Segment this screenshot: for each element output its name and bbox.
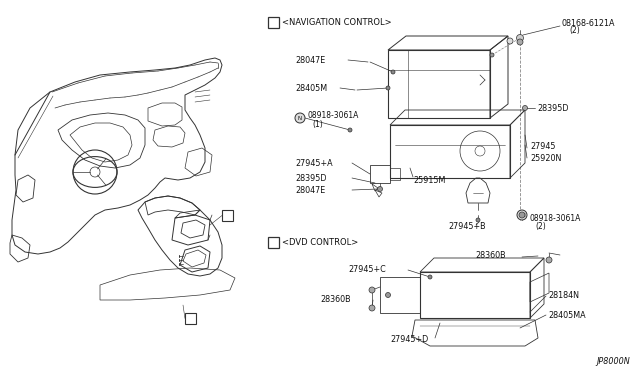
Text: D: D: [224, 211, 231, 220]
Text: N: N: [521, 212, 525, 218]
Circle shape: [517, 39, 523, 45]
Text: E: E: [188, 314, 193, 323]
Circle shape: [385, 292, 390, 298]
Text: 28184N: 28184N: [548, 292, 579, 301]
Circle shape: [490, 53, 494, 57]
Circle shape: [369, 305, 375, 311]
Text: 27945+B: 27945+B: [448, 221, 486, 231]
Text: (2): (2): [535, 221, 546, 231]
Bar: [268, 17, 279, 28]
Circle shape: [546, 257, 552, 263]
Text: 28395D: 28395D: [537, 103, 568, 112]
Text: 25915M: 25915M: [413, 176, 445, 185]
Circle shape: [516, 35, 524, 42]
Circle shape: [507, 38, 513, 44]
Circle shape: [391, 70, 395, 74]
Bar: [222, 210, 233, 221]
Circle shape: [428, 275, 432, 279]
Text: 08918-3061A: 08918-3061A: [530, 214, 581, 222]
Text: 27945+C: 27945+C: [348, 266, 386, 275]
Text: 28047E: 28047E: [295, 55, 325, 64]
Text: (2): (2): [569, 26, 580, 35]
Circle shape: [295, 113, 305, 123]
Text: E: E: [271, 238, 276, 247]
Text: 27945+A: 27945+A: [295, 158, 333, 167]
Bar: [268, 237, 279, 248]
Circle shape: [369, 287, 375, 293]
Circle shape: [522, 106, 527, 110]
Circle shape: [386, 86, 390, 90]
Text: 08168-6121A: 08168-6121A: [562, 19, 616, 28]
Text: 08918-3061A: 08918-3061A: [308, 110, 360, 119]
Text: JP8000N: JP8000N: [596, 357, 630, 366]
Text: (1): (1): [312, 119, 323, 128]
Text: N: N: [298, 115, 302, 121]
Text: <NAVIGATION CONTROL>: <NAVIGATION CONTROL>: [282, 18, 392, 27]
Text: 28360B: 28360B: [475, 251, 506, 260]
Bar: [185, 313, 196, 324]
Circle shape: [517, 210, 527, 220]
Text: 28360B: 28360B: [320, 295, 351, 305]
Circle shape: [519, 212, 525, 218]
Text: <DVD CONTROL>: <DVD CONTROL>: [282, 238, 358, 247]
Circle shape: [378, 186, 383, 192]
Circle shape: [348, 128, 352, 132]
Text: 28405MA: 28405MA: [548, 311, 586, 320]
Text: D: D: [269, 18, 277, 27]
Text: 28395D: 28395D: [295, 173, 326, 183]
Text: 27945+D: 27945+D: [390, 336, 428, 344]
Text: 28047E: 28047E: [295, 186, 325, 195]
Text: 27945: 27945: [530, 141, 556, 151]
Text: 28405M: 28405M: [295, 83, 327, 93]
Circle shape: [476, 218, 480, 222]
Text: 25920N: 25920N: [530, 154, 561, 163]
